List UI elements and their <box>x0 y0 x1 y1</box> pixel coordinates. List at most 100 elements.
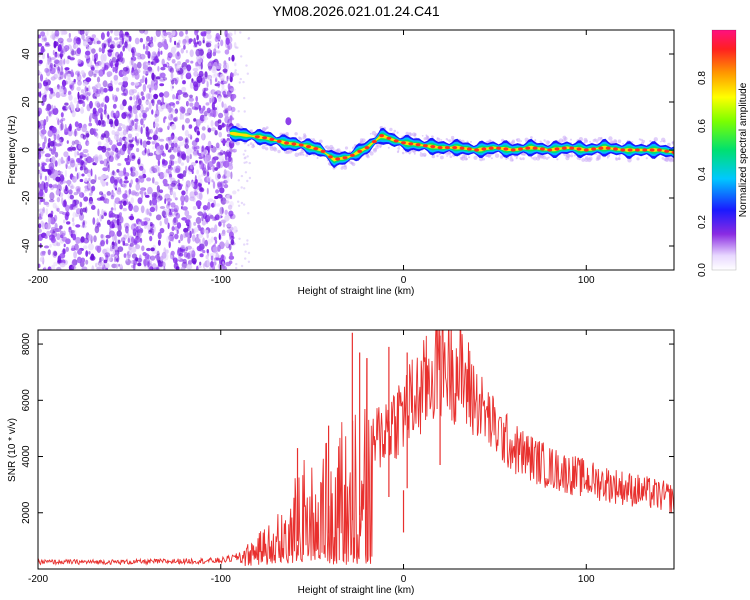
noise-point <box>114 69 118 74</box>
ridge-halo-point <box>615 157 618 160</box>
noise-point <box>47 52 49 59</box>
ridge-halo-point <box>318 139 323 144</box>
noise-point <box>182 80 186 85</box>
noise-point <box>227 157 232 163</box>
noise-point <box>122 207 128 212</box>
noise-point <box>151 229 155 236</box>
noise-point <box>130 167 133 173</box>
noise-point <box>103 266 106 270</box>
noise-point <box>218 232 221 240</box>
noise-point <box>106 31 110 37</box>
noise-point <box>145 208 150 216</box>
noise-point <box>193 188 199 195</box>
noise-point <box>115 42 118 47</box>
noise-point <box>93 73 97 78</box>
ridge-halo-point <box>570 138 572 141</box>
ridge-halo-point <box>667 142 671 147</box>
noise-point <box>73 206 79 210</box>
noise-point <box>189 102 194 107</box>
noise-point <box>71 265 77 270</box>
noise-point <box>63 219 66 224</box>
noise-point <box>72 233 77 241</box>
noise-point <box>79 191 83 198</box>
ridge-peak-point <box>605 146 611 150</box>
spectrogram-xlabel: Height of straight line (km) <box>298 286 415 297</box>
noise-point <box>178 182 181 187</box>
noise-point <box>40 150 45 154</box>
noise-point <box>230 106 236 112</box>
noise-point <box>69 159 76 168</box>
y-tick-label: 2000 <box>21 501 32 524</box>
noise-point <box>57 48 61 52</box>
noise-point <box>178 239 181 244</box>
noise-point <box>218 112 224 119</box>
noise-point <box>94 69 100 74</box>
noise-point <box>191 257 197 264</box>
noise-point <box>82 245 88 250</box>
noise-point <box>140 105 145 112</box>
noise-point <box>136 147 140 153</box>
noise-point <box>85 140 90 147</box>
noise-point <box>125 225 129 234</box>
noise-point <box>131 89 137 94</box>
noise-point <box>157 239 161 246</box>
noise-point <box>79 134 83 139</box>
noise-point <box>159 92 164 98</box>
noise-point <box>150 247 155 252</box>
noise-point <box>196 34 199 41</box>
noise-point <box>127 116 130 123</box>
noise-point <box>197 174 202 182</box>
ridge-peak-point <box>437 146 443 150</box>
noise-point <box>168 65 173 72</box>
noise-point <box>157 65 160 72</box>
noise-point <box>219 206 224 215</box>
noise-point <box>73 159 76 164</box>
ridge-peak-point <box>291 142 297 146</box>
noise-point <box>191 228 194 235</box>
noise-point <box>82 94 86 101</box>
noise-point <box>147 186 153 195</box>
noise-point <box>180 162 185 166</box>
noise-point <box>61 79 67 87</box>
ridge-peak-point <box>539 147 545 151</box>
noise-point <box>44 153 51 158</box>
noise-point <box>51 31 54 40</box>
noise-point <box>73 97 78 104</box>
noise-point <box>243 243 246 246</box>
noise-point <box>166 198 172 202</box>
ridge-halo-point <box>479 157 484 162</box>
noise-point <box>60 112 64 118</box>
noise-point <box>247 36 251 40</box>
noise-point <box>93 128 96 136</box>
noise-point <box>38 82 42 89</box>
noise-point <box>155 214 162 221</box>
noise-point <box>199 183 202 190</box>
noise-point <box>97 208 100 217</box>
noise-point <box>102 167 109 172</box>
noise-point <box>38 43 43 47</box>
noise-point <box>92 217 96 225</box>
noise-point <box>201 160 204 169</box>
noise-point <box>38 110 41 117</box>
x-tick-label: 0 <box>401 574 407 585</box>
noise-point <box>45 223 51 230</box>
noise-point <box>157 159 161 167</box>
noise-point <box>144 77 148 85</box>
noise-point <box>212 73 216 78</box>
noise-point <box>181 206 188 211</box>
noise-point <box>42 267 47 270</box>
noise-point <box>155 76 161 80</box>
noise-point <box>196 75 203 83</box>
noise-point <box>38 120 41 128</box>
ridge-peak-point <box>335 157 341 161</box>
ridge-peak-point <box>262 136 268 140</box>
noise-point <box>87 234 93 241</box>
noise-point <box>186 147 192 155</box>
noise-point <box>185 215 192 219</box>
noise-point <box>175 116 178 121</box>
noise-point <box>235 229 238 233</box>
noise-point <box>117 123 123 127</box>
noise-point <box>83 166 87 170</box>
ridge-halo-point <box>240 125 243 128</box>
noise-point <box>66 37 73 43</box>
